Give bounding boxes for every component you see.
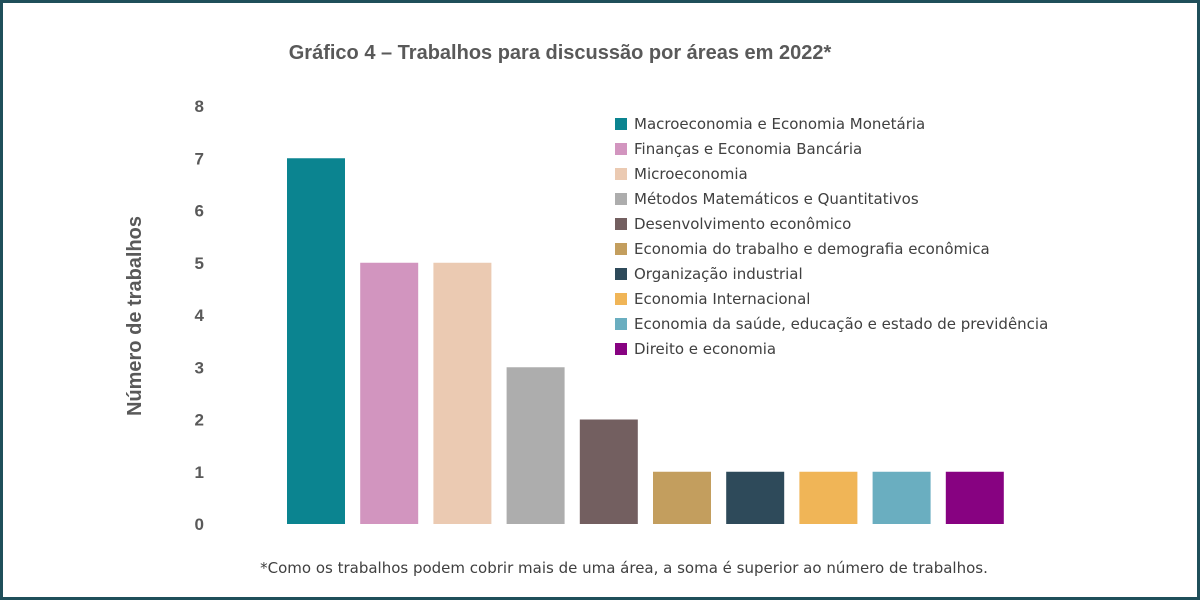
- legend-swatch: [615, 143, 627, 155]
- legend-label: Microeconomia: [634, 165, 748, 183]
- y-tick-label: 2: [195, 411, 204, 430]
- legend-swatch: [615, 318, 627, 330]
- legend: Macroeconomia e Economia Monetária Finanç…: [615, 115, 1048, 358]
- legend-swatch: [615, 118, 627, 130]
- bar: [579, 419, 638, 524]
- legend-swatch: [615, 243, 627, 255]
- bar: [653, 471, 711, 524]
- legend-swatch: [615, 343, 627, 355]
- legend-label: Economia da saúde, educação e estado de …: [634, 315, 1048, 333]
- legend-swatch: [615, 168, 627, 180]
- legend-swatch: [615, 293, 627, 305]
- y-axis-ticks: 0 1 2 3 4 5 6 7 8: [195, 97, 205, 534]
- legend-swatch: [615, 218, 627, 230]
- y-tick-label: 1: [195, 463, 204, 482]
- bar-chart: Gráfico 4 – Trabalhos para discussão por…: [124, 42, 1048, 577]
- footnote: *Como os trabalhos podem cobrir mais de …: [260, 559, 988, 577]
- bar: [726, 471, 785, 524]
- y-tick-label: 0: [195, 515, 204, 534]
- bar: [872, 471, 931, 524]
- bar: [506, 367, 565, 524]
- y-tick-label: 6: [195, 202, 204, 221]
- chart-title: Gráfico 4 – Trabalhos para discussão por…: [289, 42, 832, 64]
- bar: [945, 471, 1004, 524]
- y-tick-label: 7: [195, 149, 204, 168]
- legend-label: Economia Internacional: [634, 290, 810, 308]
- y-tick-label: 4: [195, 306, 205, 325]
- legend-swatch: [615, 268, 627, 280]
- legend-label: Economia do trabalho e demografia econôm…: [634, 240, 990, 258]
- y-tick-label: 8: [195, 97, 204, 116]
- legend-swatch: [615, 193, 627, 205]
- legend-label: Desenvolvimento econômico: [634, 215, 851, 233]
- legend-label: Organização industrial: [634, 265, 803, 283]
- bars: [287, 158, 1004, 524]
- y-tick-label: 5: [195, 254, 204, 273]
- bar: [799, 471, 858, 524]
- y-tick-label: 3: [195, 358, 204, 377]
- bar: [433, 262, 492, 524]
- legend-label: Macroeconomia e Economia Monetária: [634, 115, 925, 133]
- bar: [360, 262, 419, 524]
- bar: [287, 158, 345, 524]
- y-axis-label: Número de trabalhos: [124, 216, 146, 416]
- legend-label: Métodos Matemáticos e Quantitativos: [634, 190, 919, 208]
- legend-label: Direito e economia: [634, 340, 776, 358]
- legend-label: Finanças e Economia Bancária: [634, 140, 862, 158]
